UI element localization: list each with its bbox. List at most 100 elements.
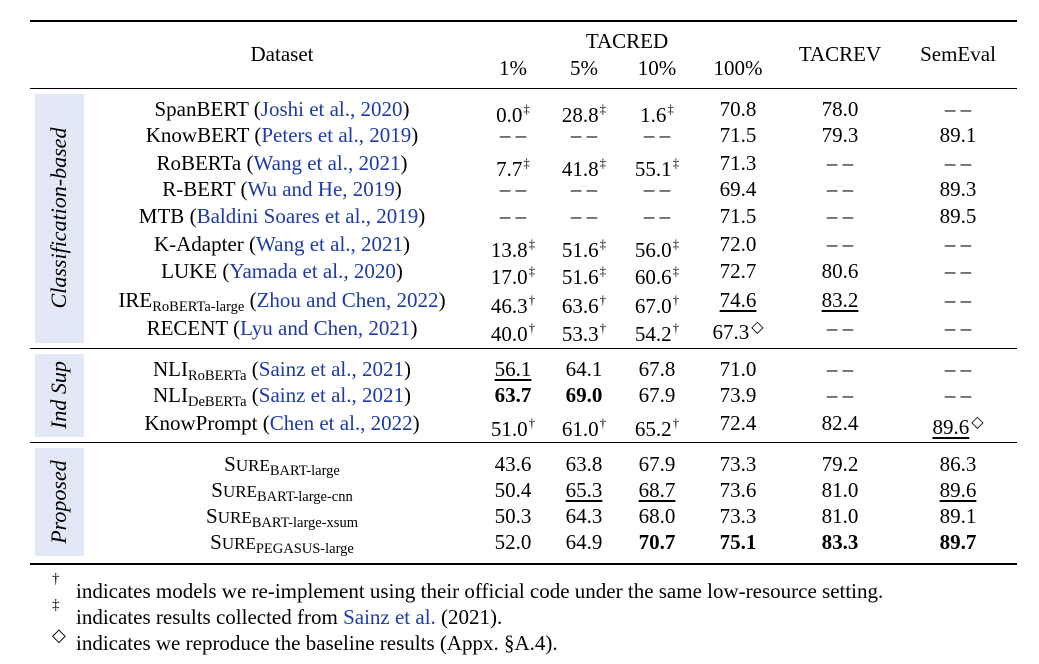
- value-text: 46.3: [490, 294, 528, 318]
- header-split-5: 5%: [570, 56, 598, 80]
- value-text: 51.6: [561, 238, 599, 262]
- footnote-marker: †: [672, 292, 680, 307]
- footnote-marker: ◇: [971, 414, 984, 431]
- citation-link[interactable]: Lyu and Chen, 2021: [240, 316, 411, 340]
- value-tacred-1: 50.4: [495, 477, 532, 503]
- header-semeval: SemEval: [920, 42, 996, 66]
- footnote-marker: †: [672, 320, 680, 335]
- value-text: 72.0: [719, 232, 757, 256]
- value-tacred-1: 43.6: [495, 451, 532, 477]
- value-text: 56.1: [494, 357, 532, 381]
- value-tacred-1: 40.0†: [491, 315, 535, 347]
- value-tacred-5: 64.9: [566, 529, 603, 555]
- footnote-dagger: † indicates models we re-implement using…: [52, 571, 883, 604]
- value-semeval: 86.3: [940, 451, 977, 477]
- model-name: KnowBERT: [145, 123, 250, 147]
- value-text: 67.9: [638, 452, 676, 476]
- value-tacrev: 79.3: [822, 122, 859, 148]
- value-tacrev: 78.0: [822, 96, 859, 122]
- footnote-citation-link[interactable]: Sainz et al.: [343, 605, 436, 629]
- citation-link[interactable]: Yamada et al., 2020: [229, 259, 396, 283]
- value-semeval: 89.3: [940, 176, 977, 202]
- value-semeval: 89.6 ◇: [932, 410, 983, 440]
- citation-link[interactable]: Wang et al., 2021: [256, 232, 404, 256]
- header-tacred: TACRED: [585, 29, 669, 53]
- value-tacred-10: 70.7: [639, 529, 676, 555]
- citation-link[interactable]: Joshi et al., 2020: [260, 97, 403, 121]
- value-tacred-10: – –: [644, 122, 670, 148]
- citation-link[interactable]: Wang et al., 2021: [253, 151, 401, 175]
- value-text: 78.0: [821, 97, 859, 121]
- model-subscript: BART-large: [269, 463, 340, 479]
- value-text: 50.4: [494, 478, 532, 502]
- value-tacrev: – –: [827, 176, 853, 202]
- citation-link[interactable]: Chen et al., 2022: [269, 411, 413, 435]
- value-tacrev: – –: [827, 231, 853, 257]
- value-text: – –: [944, 151, 972, 175]
- value-tacred-10: 54.2†: [635, 315, 679, 347]
- value-tacred-1: 46.3†: [491, 287, 535, 319]
- value-tacred-1: 13.8‡: [491, 231, 535, 263]
- value-text: – –: [826, 357, 854, 381]
- footnote-marker: ‡: [599, 263, 607, 278]
- value-text: – –: [944, 316, 972, 340]
- value-semeval: – –: [945, 356, 971, 382]
- footnote-text: indicates we reproduce the baseline resu…: [76, 631, 558, 655]
- model-name: MTB: [138, 204, 185, 228]
- citation-link[interactable]: Peters et al., 2019: [261, 123, 412, 147]
- value-tacred-5: 53.3†: [562, 315, 606, 347]
- value-text: 0.0: [496, 103, 523, 127]
- table-row: KnowBERT (Peters et al., 2019) – – – – – – 7…: [0, 122, 1039, 148]
- model-name: RECENT: [146, 316, 228, 340]
- group-band-indsup: Ind Sup: [35, 354, 84, 437]
- value-text: 75.1: [719, 530, 757, 554]
- table-row: RoBERTa (Wang et al., 2021) 7.7‡ 41.8‡ 55.1…: [0, 150, 1039, 181]
- citation-link[interactable]: Zhou and Chen, 2022: [256, 288, 439, 312]
- value-tacred-100: 75.1: [720, 529, 757, 555]
- model-subscript: BART-large-xsum: [251, 515, 358, 531]
- value-tacred-5: 51.6‡: [562, 258, 606, 290]
- value-tacrev: 83.3: [822, 529, 859, 555]
- value-semeval: 89.5: [940, 203, 977, 229]
- footnote-marker: †: [672, 415, 680, 430]
- value-semeval: 89.7: [940, 529, 977, 555]
- value-text: – –: [944, 259, 972, 283]
- value-text: 40.0: [490, 322, 528, 346]
- citation-link[interactable]: Sainz et al., 2021: [258, 383, 404, 407]
- value-tacred-100: 71.3: [720, 150, 757, 176]
- value-tacred-10: 67.9: [639, 382, 676, 408]
- value-tacred-100: 74.6: [720, 287, 757, 313]
- citation-link[interactable]: Baldini Soares et al., 2019: [196, 204, 419, 228]
- value-tacred-1: – –: [500, 176, 526, 202]
- citation-link[interactable]: Sainz et al., 2021: [258, 357, 404, 381]
- value-semeval: 89.1: [940, 122, 977, 148]
- value-text: 67.8: [638, 357, 676, 381]
- value-tacred-5: 69.0: [566, 382, 603, 408]
- model-cell: NLIDeBERTa (Sainz et al., 2021): [153, 383, 411, 410]
- value-tacred-100: 70.8: [720, 96, 757, 122]
- footnote-marker: †: [599, 415, 607, 430]
- model-name-initial: SURE: [224, 452, 270, 476]
- footnote-marker: †: [528, 292, 536, 307]
- value-text: 69.0: [565, 383, 603, 407]
- value-text: 1.6: [640, 103, 667, 127]
- value-text: – –: [826, 177, 854, 201]
- table-row: LUKE (Yamada et al., 2020) 17.0‡ 51.6‡ 60.6…: [0, 258, 1039, 289]
- footnote-marker: †: [528, 415, 536, 430]
- value-text: 61.0: [561, 417, 599, 441]
- value-text: – –: [944, 383, 972, 407]
- value-text: 64.1: [565, 357, 603, 381]
- citation-link[interactable]: Wu and He, 2019: [247, 177, 395, 201]
- value-text: 71.3: [719, 151, 757, 175]
- value-tacred-10: 56.0‡: [635, 231, 679, 263]
- value-tacrev: – –: [827, 203, 853, 229]
- value-tacred-5: – –: [571, 176, 597, 202]
- value-text: 89.7: [939, 530, 977, 554]
- value-tacred-5: 64.1: [566, 356, 603, 382]
- model-cell: KnowPrompt (Chen et al., 2022): [144, 411, 420, 435]
- model-cell: SpanBERT (Joshi et al., 2020): [154, 97, 410, 121]
- value-text: 69.4: [719, 177, 757, 201]
- value-text: – –: [643, 204, 671, 228]
- value-semeval: – –: [945, 315, 971, 341]
- value-tacred-100: 73.3: [720, 451, 757, 477]
